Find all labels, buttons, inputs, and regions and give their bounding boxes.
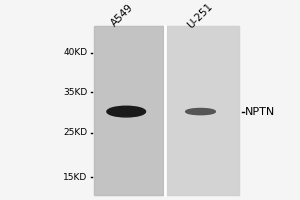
Text: A549: A549	[110, 3, 136, 29]
Text: 40KD: 40KD	[64, 48, 88, 57]
Text: 25KD: 25KD	[64, 128, 88, 137]
Bar	[94, 26, 239, 195]
Bar	[166, 26, 239, 195]
Text: U-251: U-251	[185, 1, 214, 30]
Text: 15KD: 15KD	[63, 173, 88, 182]
Ellipse shape	[186, 108, 215, 115]
Text: 35KD: 35KD	[63, 88, 88, 97]
Bar	[94, 26, 164, 195]
Ellipse shape	[107, 106, 146, 117]
Text: NPTN: NPTN	[245, 107, 275, 117]
